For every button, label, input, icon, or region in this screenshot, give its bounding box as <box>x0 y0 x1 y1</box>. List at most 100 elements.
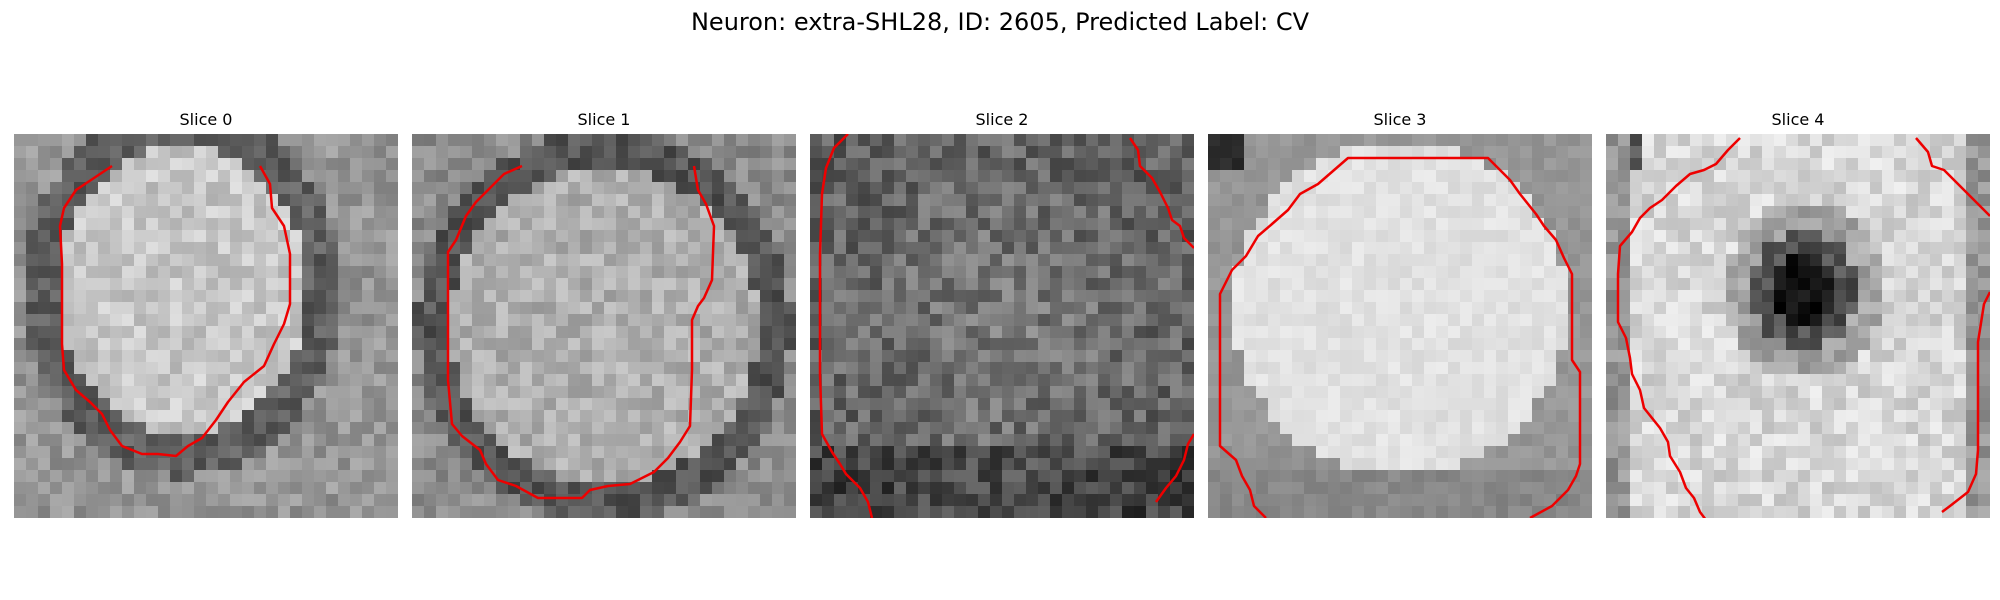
pixel <box>278 374 291 387</box>
pixel <box>278 506 291 518</box>
pixel <box>1508 254 1521 267</box>
pixel <box>146 434 159 447</box>
pixel <box>26 386 39 399</box>
pixel <box>784 302 796 315</box>
pixel <box>1942 158 1955 171</box>
pixel <box>1340 266 1353 279</box>
pixel <box>146 302 159 315</box>
pixel <box>1918 446 1931 459</box>
pixel <box>194 302 207 315</box>
pixel <box>906 410 919 423</box>
pixel <box>1762 182 1775 195</box>
pixel <box>1026 158 1039 171</box>
pixel <box>1292 338 1305 351</box>
pixel <box>1014 194 1027 207</box>
pixel <box>592 314 605 327</box>
pixel <box>278 386 291 399</box>
pixel <box>1870 182 1883 195</box>
pixel <box>616 410 629 423</box>
pixel <box>1256 410 1269 423</box>
pixel <box>1304 146 1317 159</box>
pixel <box>50 470 63 483</box>
pixel <box>652 470 665 483</box>
pixel <box>1328 170 1341 183</box>
pixel <box>1122 218 1135 231</box>
pixel <box>954 458 967 471</box>
pixel <box>1714 398 1727 411</box>
pixel <box>568 218 581 231</box>
pixel <box>700 470 713 483</box>
pixel <box>676 326 689 339</box>
pixel <box>1256 182 1269 195</box>
pixel <box>544 230 557 243</box>
pixel <box>688 326 701 339</box>
pixel <box>882 458 895 471</box>
pixel <box>242 194 255 207</box>
pixel <box>122 506 135 518</box>
pixel <box>1654 434 1667 447</box>
pixel <box>254 254 267 267</box>
pixel <box>748 290 761 303</box>
pixel <box>110 158 123 171</box>
pixel <box>386 410 398 423</box>
pixel <box>978 194 991 207</box>
pixel <box>930 374 943 387</box>
pixel <box>700 350 713 363</box>
pixel <box>98 458 111 471</box>
pixel <box>1304 242 1317 255</box>
pixel <box>1774 458 1787 471</box>
pixel <box>532 146 545 159</box>
pixel <box>1532 230 1545 243</box>
pixel <box>628 374 641 387</box>
pixel <box>62 422 75 435</box>
pixel <box>1074 254 1087 267</box>
pixel <box>1666 230 1679 243</box>
pixel <box>1618 374 1631 387</box>
pixel <box>218 266 231 279</box>
pixel <box>338 218 351 231</box>
pixel <box>520 458 533 471</box>
pixel <box>26 506 39 518</box>
pixel <box>1436 422 1449 435</box>
pixel <box>664 242 677 255</box>
pixel <box>1316 458 1329 471</box>
pixel <box>1580 206 1592 219</box>
pixel <box>676 290 689 303</box>
pixel <box>206 266 219 279</box>
pixel <box>1678 422 1691 435</box>
pixel <box>1002 410 1015 423</box>
pixel <box>870 146 883 159</box>
pixel <box>1280 170 1293 183</box>
pixel <box>1580 362 1592 375</box>
pixel <box>1810 218 1823 231</box>
pixel <box>1232 242 1245 255</box>
pixel <box>62 410 75 423</box>
pixel <box>302 326 315 339</box>
pixel <box>436 194 449 207</box>
pixel <box>1232 206 1245 219</box>
pixel <box>1568 146 1581 159</box>
pixel <box>1472 146 1485 159</box>
pixel <box>688 254 701 267</box>
pixel <box>1208 302 1221 315</box>
pixel <box>1280 374 1293 387</box>
pixel <box>954 266 967 279</box>
pixel <box>122 170 135 183</box>
pixel <box>1292 134 1305 147</box>
pixel <box>592 266 605 279</box>
pixel <box>484 158 497 171</box>
pixel <box>1954 134 1967 147</box>
pixel <box>640 218 653 231</box>
pixel <box>374 158 387 171</box>
pixel <box>412 482 425 495</box>
pixel <box>350 218 363 231</box>
pixel <box>1738 326 1751 339</box>
pixel <box>990 386 1003 399</box>
pixel <box>1978 422 1990 435</box>
pixel <box>350 314 363 327</box>
pixel <box>146 398 159 411</box>
pixel <box>314 242 327 255</box>
pixel <box>978 350 991 363</box>
pixel <box>1822 314 1835 327</box>
pixel <box>1014 506 1027 518</box>
